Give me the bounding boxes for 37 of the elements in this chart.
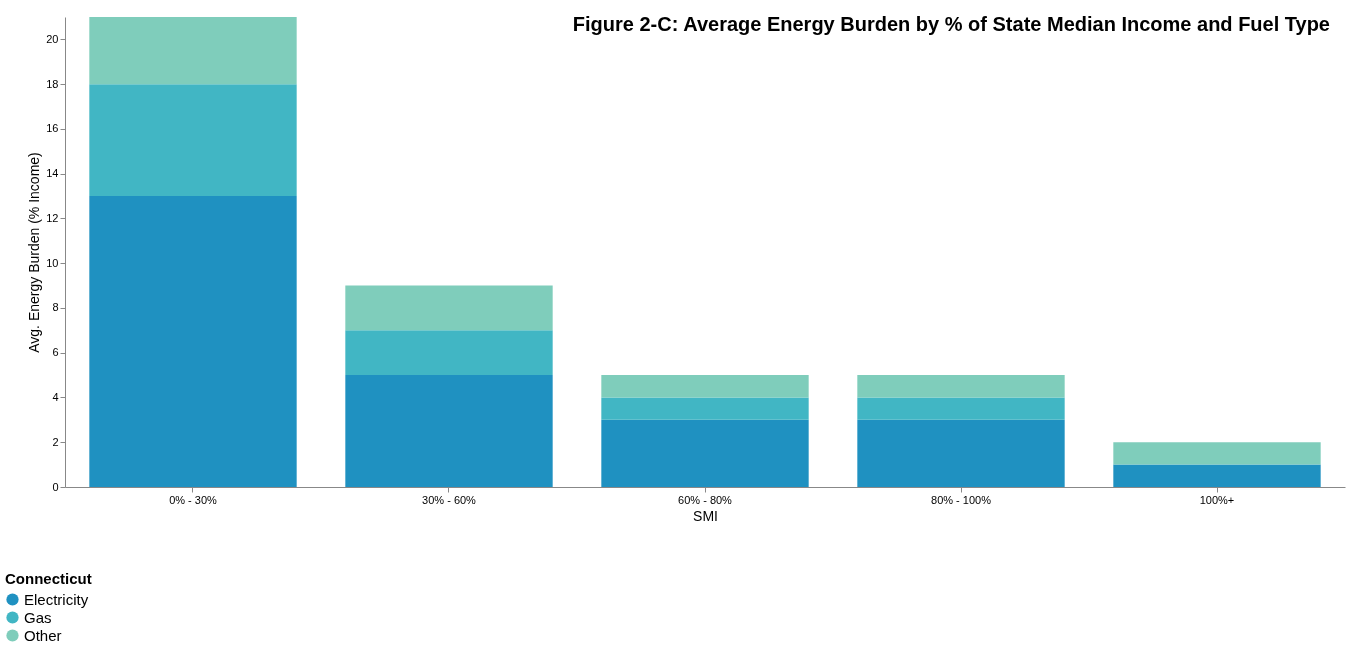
bar	[345, 375, 553, 487]
y-tick-label: 18	[46, 77, 59, 90]
legend-label: Other	[24, 626, 62, 644]
y-tick-label: 0	[52, 480, 59, 493]
bar	[345, 330, 553, 376]
bar	[857, 397, 1065, 420]
legend-label: Electricity	[24, 590, 89, 608]
y-tick-label: 10	[46, 256, 59, 269]
x-tick-label: 80% - 100%	[931, 493, 992, 506]
x-tick-label: 30% - 60%	[422, 493, 477, 506]
x-tick-label: 100%+	[1199, 493, 1235, 506]
y-tick-label: 16	[46, 122, 59, 135]
legend-title: Connecticut	[5, 570, 92, 587]
y-tick-label: 4	[52, 390, 59, 403]
bar	[89, 17, 297, 85]
bar	[1113, 464, 1321, 487]
x-axis-title: SMI	[693, 507, 718, 524]
bar	[601, 419, 809, 487]
y-tick-label: 6	[52, 346, 59, 359]
bar	[1113, 442, 1321, 465]
y-tick-label: 12	[46, 211, 59, 224]
x-tick-label: 60% - 80%	[678, 493, 733, 506]
y-axis-title: Avg. Energy Burden (% Income)	[26, 152, 43, 353]
y-tick-label: 20	[46, 32, 59, 45]
x-tick-label: 0% - 30%	[169, 493, 218, 506]
legend-label: Gas	[24, 608, 52, 626]
bar	[345, 285, 553, 331]
y-tick-label: 2	[52, 435, 59, 448]
bar	[601, 375, 809, 398]
bar	[89, 196, 297, 487]
chart-title: Figure 2-C: Average Energy Burden by % of State Median Income and Fuel Type	[572, 13, 1330, 35]
y-tick-label: 14	[46, 167, 59, 180]
bar	[857, 375, 1065, 398]
bar	[857, 419, 1065, 487]
bar	[89, 84, 297, 197]
y-tick-label: 8	[52, 301, 59, 314]
bar	[601, 397, 809, 420]
